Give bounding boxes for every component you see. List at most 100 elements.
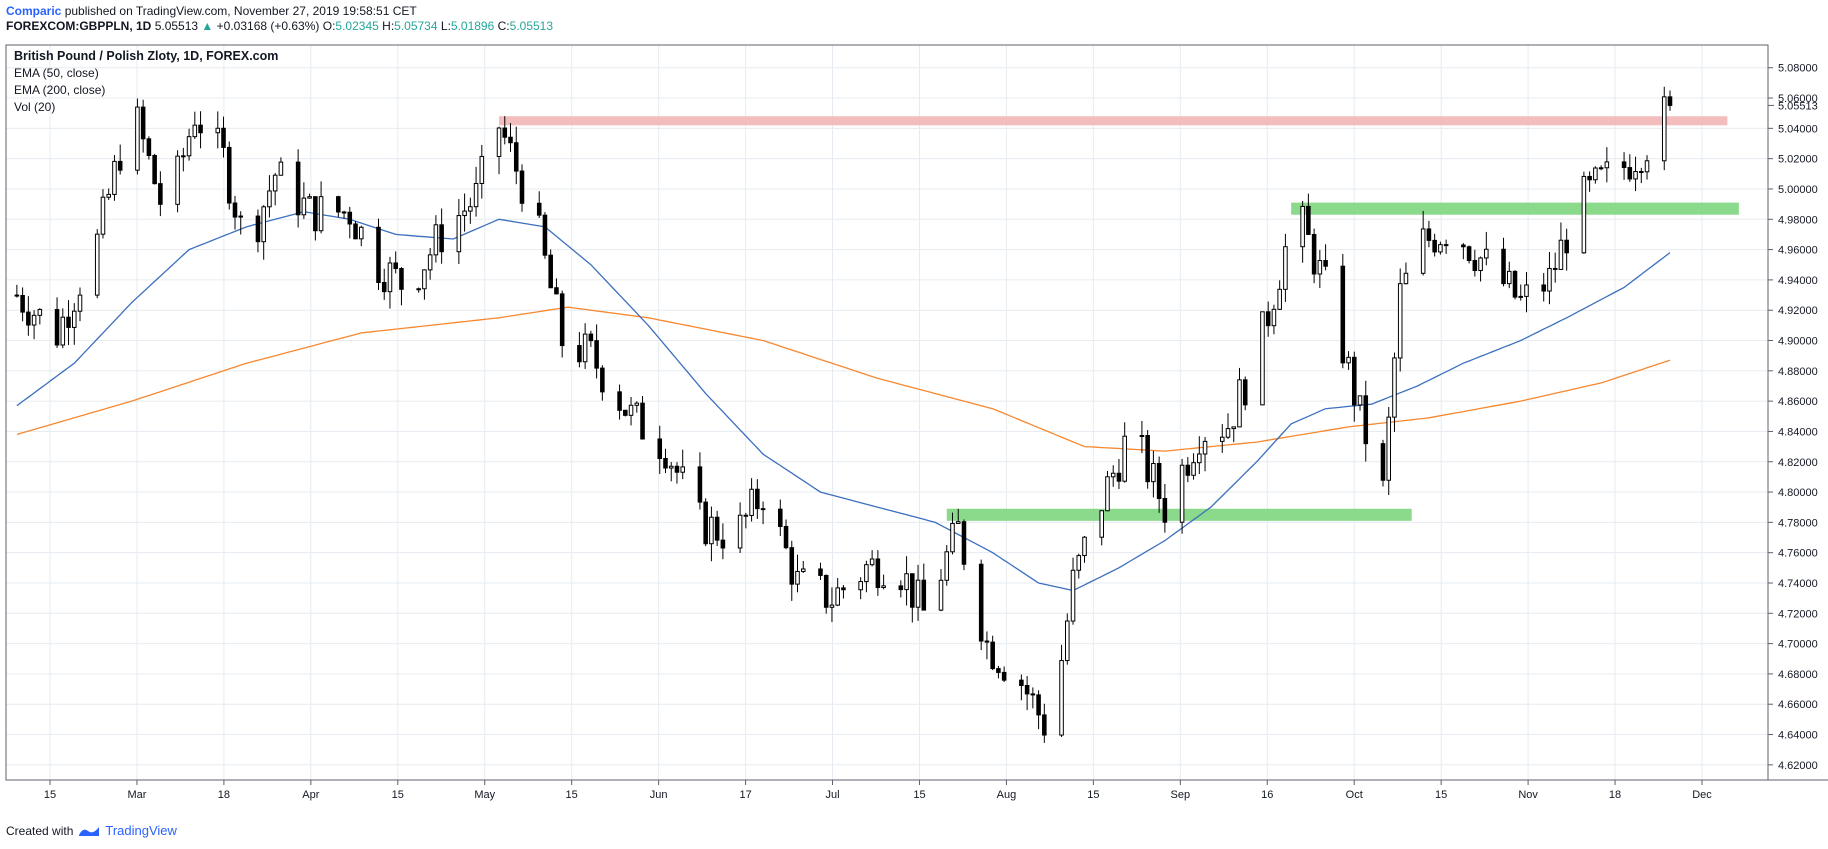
candle [1202,437,1208,472]
candle-body-down [54,309,60,346]
candle [577,332,582,368]
author-link[interactable]: Comparic [6,4,62,18]
candles-layer [14,86,1673,743]
candle [1352,351,1357,422]
y-tick-label: 4.98000 [1778,214,1818,226]
candle [1070,557,1076,625]
candle-body-up [915,579,921,608]
candle-body-up [301,197,307,216]
x-tick-label: 18 [218,789,230,801]
candle-body-down [818,568,823,576]
y-tick-label: 4.88000 [1778,366,1818,378]
created-with-label: Created with [6,823,74,838]
candle [841,585,846,599]
candle-body-down [755,488,760,510]
candle [800,560,806,574]
candle-body-down [313,196,318,232]
candle-body-down [341,211,347,214]
candle-body-up [1139,435,1145,438]
candle-body-up [267,190,272,208]
candle [823,574,829,614]
candle-body-down [720,539,726,549]
candle-body-up [1237,379,1242,428]
candle [232,195,238,230]
candle-body-down [1639,171,1644,174]
candle-body-up [955,521,961,524]
candle [1019,674,1024,701]
y-tick-label: 4.62000 [1778,760,1818,772]
candle-body-down [657,438,663,459]
x-tick-label: Mar [127,789,146,801]
candle [519,164,525,212]
candle [192,111,198,140]
candle [347,206,353,239]
candle-body-down [1426,228,1432,241]
candle [462,193,467,232]
candle [628,397,634,426]
candle [1386,406,1392,496]
candle [600,365,605,401]
candle [112,155,117,201]
candle [778,499,783,537]
candle [835,578,840,607]
candle [1392,352,1397,432]
candle-body-down [198,124,203,134]
candle [818,562,823,580]
candle-body-down [1363,395,1369,445]
candle [1185,457,1191,483]
candle [542,212,548,259]
candle-body-up [1547,267,1552,292]
candle-body-down [1323,260,1328,267]
candle [37,308,43,325]
candle-body-down [1461,244,1466,248]
candle-body-down [1042,714,1047,736]
chart-container[interactable]: 5.08000 5.06000 5.04000 5.02000 5.00000 4.980… [0,0,1828,825]
candle-body-down [984,640,990,643]
candle [1099,510,1105,546]
price-zones [499,116,1739,521]
candle [1219,424,1225,453]
candle-body-up [881,585,886,589]
candle [1030,687,1036,709]
candle [864,560,869,593]
legend-vol: Vol (20) [14,100,55,114]
candle [623,409,628,417]
candle-body-up [1110,472,1116,478]
candle [71,303,77,345]
candle-body-down [789,547,795,585]
candle [737,502,743,553]
price-chart[interactable]: 5.08000 5.06000 5.04000 5.02000 5.00000 4.980… [0,0,1828,820]
candle-body-down [623,409,628,416]
candle-body-up [1219,436,1225,442]
candle-body-down [743,514,749,517]
candle [1151,450,1156,498]
candle [508,122,513,152]
candle [680,449,685,480]
candle [657,425,663,474]
candle-body-up [864,564,869,583]
candle [336,195,341,218]
candle [1317,249,1323,289]
candle [393,251,398,274]
candle [582,323,588,369]
candle-body-down [697,466,703,503]
tradingview-brand[interactable]: TradingView [105,823,177,838]
candle [135,98,140,175]
candle [479,144,485,199]
candle [307,193,312,199]
high-value: 5.05734 [394,19,438,33]
candle [559,290,565,358]
candle-body-down [232,202,238,218]
x-tick-label: 15 [44,789,56,801]
legend-ema50: EMA (50, close) [14,66,99,80]
candle-body-up [1122,435,1127,482]
candle-body-down [760,508,766,511]
candle-body-down [910,573,915,608]
candle-body-up [473,182,479,208]
candle-body-up [869,558,875,566]
candle [640,396,645,440]
candle-body-down [1587,175,1592,181]
candle-body-up [1271,308,1277,327]
candle [1139,420,1145,454]
x-tick-label: Dec [1692,789,1712,801]
